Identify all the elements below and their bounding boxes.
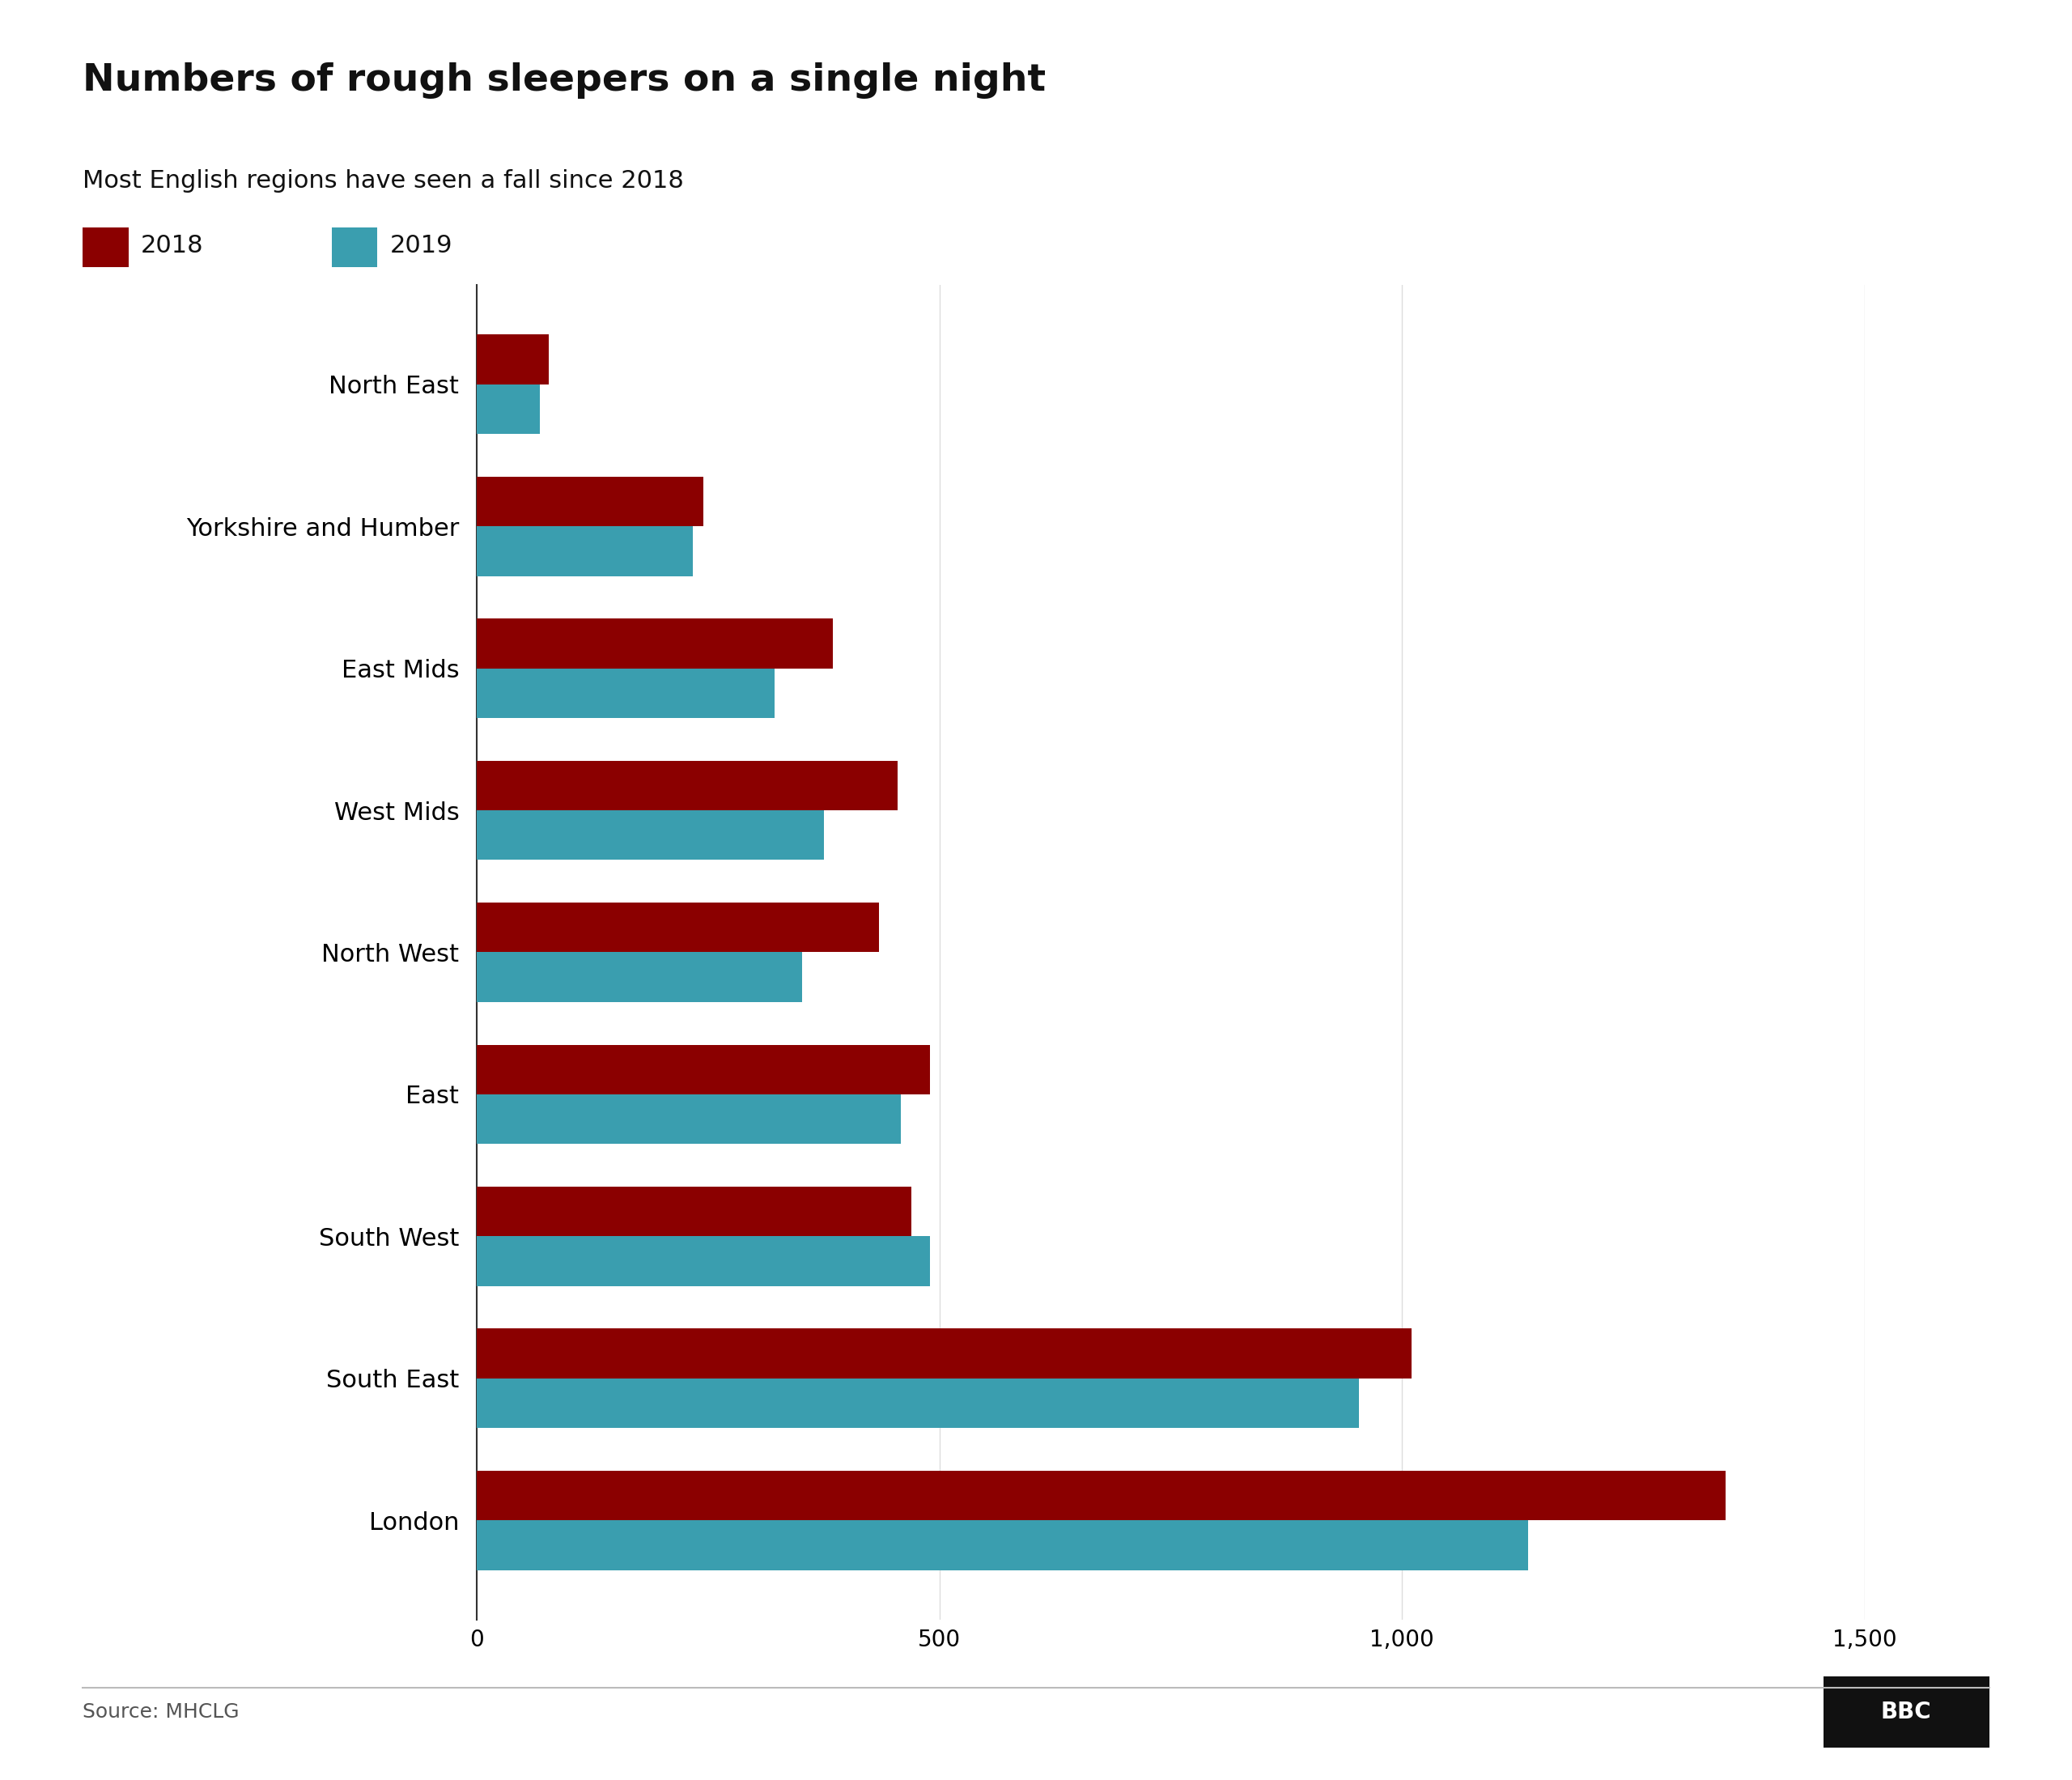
Bar <box>477 1520 1527 1570</box>
Bar <box>477 527 694 577</box>
Text: Numbers of rough sleepers on a single night: Numbers of rough sleepers on a single ni… <box>83 62 1046 98</box>
Text: 2019: 2019 <box>390 233 452 258</box>
Text: BBC: BBC <box>1881 1702 1931 1723</box>
Bar <box>477 1095 901 1145</box>
Bar <box>477 1237 930 1285</box>
Bar <box>477 760 897 810</box>
Bar <box>477 902 879 952</box>
Bar <box>477 668 775 717</box>
Bar <box>477 477 702 527</box>
Bar <box>477 619 833 668</box>
Bar <box>477 335 549 384</box>
Bar <box>477 384 539 434</box>
Bar <box>477 1378 1359 1428</box>
Bar <box>477 1187 912 1237</box>
Text: Source: MHCLG: Source: MHCLG <box>83 1703 240 1721</box>
Bar <box>477 1328 1411 1378</box>
Text: 2018: 2018 <box>141 233 203 258</box>
Bar <box>477 810 823 860</box>
Text: Most English regions have seen a fall since 2018: Most English regions have seen a fall si… <box>83 169 684 192</box>
Bar <box>477 952 802 1002</box>
Bar <box>477 1045 930 1095</box>
Bar <box>477 1470 1726 1520</box>
